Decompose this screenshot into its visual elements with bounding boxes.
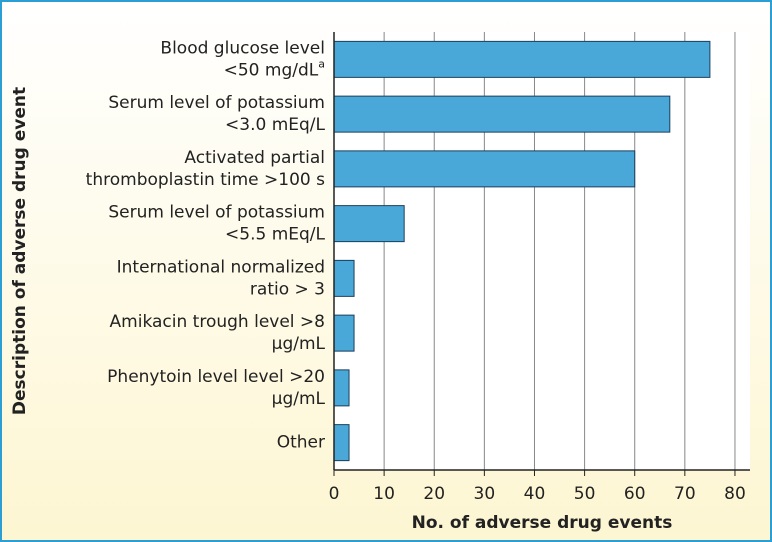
footnote-marker: a: [318, 57, 325, 70]
y-tick-label: µg/mL: [272, 389, 326, 409]
y-tick-label: International normalized: [117, 257, 325, 277]
y-tick-label: Serum level of potassium: [108, 93, 325, 113]
x-tick-label: 30: [474, 484, 496, 504]
x-tick-label: 50: [574, 484, 596, 504]
y-tick-label: <5.5 mEq/L: [225, 225, 326, 245]
bar: [333, 95, 671, 133]
bar: [333, 314, 355, 352]
bar: [333, 205, 405, 243]
x-tick-label: 20: [423, 484, 445, 504]
y-tick-label: <50 mg/dLa: [224, 57, 325, 81]
y-tick-label: Phenytoin level level >20: [107, 367, 325, 387]
y-tick-label: Other: [277, 433, 325, 453]
y-tick-label: Blood glucose level: [160, 38, 325, 58]
bar: [333, 150, 636, 188]
y-tick-label: <3.0 mEq/L: [225, 115, 326, 135]
x-tick-label: 80: [724, 484, 746, 504]
bar: [333, 40, 711, 78]
y-axis-label: Description of adverse drug event: [10, 87, 30, 415]
y-tick-label: Amikacin trough level >8: [110, 312, 325, 332]
bar: [333, 369, 350, 407]
x-tick-label: 40: [524, 484, 546, 504]
bar: [333, 259, 355, 297]
x-axis-label: No. of adverse drug events: [412, 513, 673, 533]
y-tick-label: µg/mL: [272, 334, 326, 354]
y-tick-label: thromboplastin time >100 s: [86, 170, 325, 190]
y-tick-label: Activated partial: [184, 148, 325, 168]
y-tick-label: Serum level of potassium: [108, 203, 325, 223]
x-tick-label: 60: [624, 484, 646, 504]
x-tick-label: 70: [674, 484, 696, 504]
x-tick-label: 0: [329, 484, 340, 504]
y-tick-label: ratio > 3: [250, 279, 325, 299]
bar: [333, 424, 350, 462]
x-tick-label: 10: [373, 484, 395, 504]
